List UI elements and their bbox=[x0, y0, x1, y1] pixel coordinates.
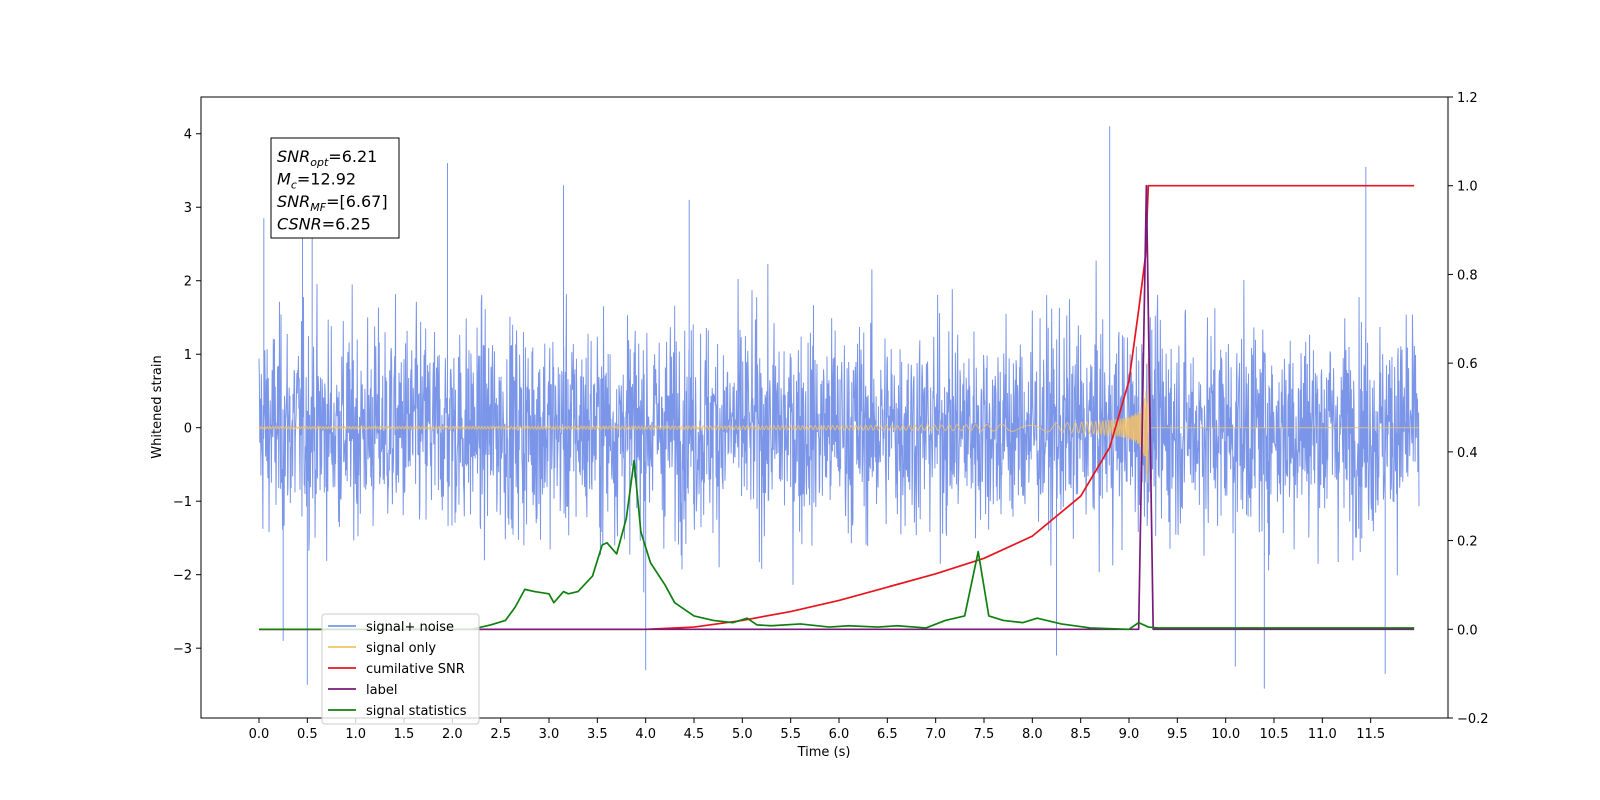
plot-frame bbox=[200, 96, 1449, 719]
legend: signal+ noise signal only cumilative SNR la… bbox=[321, 613, 480, 725]
x-tick-label: 7.0 bbox=[925, 727, 946, 742]
legend-item: signal statistics bbox=[328, 704, 467, 719]
y-tick-label: −1 bbox=[173, 495, 192, 510]
annotation-line: CSNR=6.25 bbox=[277, 215, 371, 234]
annotation-line: Mc=12.92 bbox=[277, 170, 356, 192]
legend-item: signal+ noise bbox=[328, 620, 454, 635]
series-signal-statistics-line bbox=[259, 459, 1415, 631]
x-tick-label: 2.0 bbox=[442, 727, 463, 742]
legend-label: signal+ noise bbox=[366, 620, 454, 635]
x-tick-label: 6.0 bbox=[829, 727, 850, 742]
x-tick-label: 5.0 bbox=[732, 727, 753, 742]
legend-frame bbox=[321, 613, 480, 725]
annotation-line: SNRopt=6.21 bbox=[277, 147, 377, 169]
legend-label: label bbox=[366, 683, 397, 698]
y-axis-left: 4 3 2 1 0 −1 −2 −3 bbox=[173, 128, 201, 657]
legend-label: signal only bbox=[366, 641, 436, 656]
y2-tick-label: 1.0 bbox=[1457, 180, 1478, 195]
x-tick-label: 8.0 bbox=[1022, 727, 1043, 742]
x-tick-label: 4.5 bbox=[684, 727, 705, 742]
x-tick-label: 3.5 bbox=[587, 727, 608, 742]
y2-tick-label: 0.6 bbox=[1457, 357, 1478, 372]
x-tick-label: 9.5 bbox=[1167, 727, 1188, 742]
x-tick-label: 11.5 bbox=[1356, 727, 1385, 742]
y-axis-right: 1.2 1.0 0.8 0.6 0.4 0.2 0.0 −0.2 bbox=[1448, 91, 1489, 727]
legend-label: signal statistics bbox=[366, 704, 467, 719]
legend-item: cumilative SNR bbox=[328, 662, 465, 677]
x-tick-label: 6.5 bbox=[877, 727, 898, 742]
x-tick-label: 3.0 bbox=[539, 727, 560, 742]
legend-item: signal only bbox=[328, 641, 436, 656]
y-tick-label: 4 bbox=[184, 128, 192, 143]
x-tick-label: 10.5 bbox=[1260, 727, 1289, 742]
y-tick-label: 3 bbox=[184, 201, 192, 216]
legend-item: label bbox=[328, 683, 397, 698]
y-tick-label: 0 bbox=[184, 422, 192, 437]
series-signal-noise-line bbox=[258, 126, 1420, 689]
y2-tick-label: −0.2 bbox=[1457, 712, 1489, 727]
x-tick-label: 0.0 bbox=[249, 727, 270, 742]
y-tick-label: −2 bbox=[173, 569, 192, 584]
y-tick-label: 2 bbox=[184, 275, 192, 290]
plot-area bbox=[258, 126, 1420, 689]
x-tick-label: 5.5 bbox=[780, 727, 801, 742]
y2-tick-label: 0.2 bbox=[1457, 535, 1478, 550]
y-axis-label: Whitened strain bbox=[150, 355, 165, 458]
x-tick-label: 4.0 bbox=[635, 727, 656, 742]
x-tick-label: 1.0 bbox=[345, 727, 366, 742]
y2-tick-label: 1.2 bbox=[1457, 91, 1478, 106]
y-tick-label: −3 bbox=[173, 642, 192, 657]
y2-tick-label: 0.8 bbox=[1457, 268, 1478, 283]
x-tick-label: 0.5 bbox=[297, 727, 318, 742]
series-label-line bbox=[259, 184, 1415, 631]
y-tick-label: 1 bbox=[184, 348, 192, 363]
x-tick-label: 10.0 bbox=[1211, 727, 1240, 742]
legend-label: cumilative SNR bbox=[366, 662, 465, 677]
y2-tick-label: 0.0 bbox=[1457, 623, 1478, 638]
annotation-frame bbox=[270, 137, 400, 239]
x-tick-label: 11.0 bbox=[1308, 727, 1337, 742]
x-axis: 0.0 0.5 1.0 1.5 2.0 2.5 3.0 3.5 4.0 4.5 5.0 5.5 6.0 6… bbox=[249, 718, 1385, 742]
x-tick-label: 9.0 bbox=[1119, 727, 1140, 742]
annotation-line: SNRMF=[6.67] bbox=[277, 192, 388, 214]
x-tick-label: 2.5 bbox=[490, 727, 511, 742]
y2-tick-label: 0.4 bbox=[1457, 446, 1478, 461]
x-tick-label: 1.5 bbox=[394, 727, 415, 742]
x-tick-label: 7.5 bbox=[974, 727, 995, 742]
x-tick-label: 8.5 bbox=[1070, 727, 1091, 742]
series-signal-only-line bbox=[258, 358, 1419, 484]
x-axis-label: Time (s) bbox=[797, 745, 851, 760]
